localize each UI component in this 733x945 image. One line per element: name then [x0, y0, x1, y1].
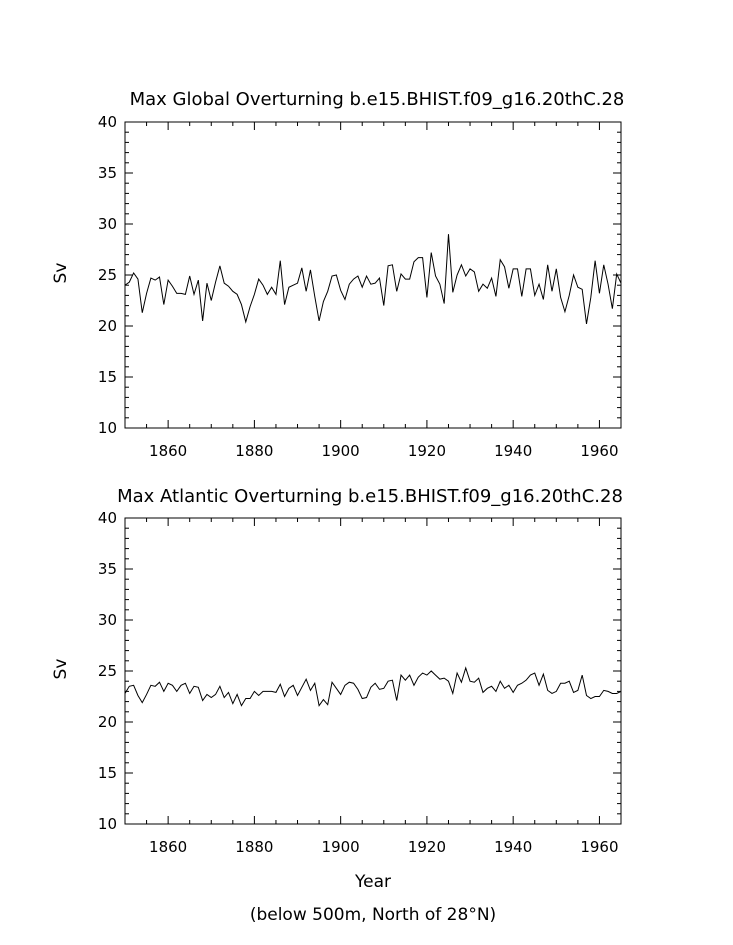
global-x-tick-label: 1860 — [149, 442, 187, 460]
atlantic-y-tick-label: 35 — [98, 560, 117, 578]
atlantic-y-tick-label: 20 — [98, 713, 117, 731]
atlantic-x-axis-label: Year — [354, 872, 391, 892]
global-x-tick-label: 1940 — [494, 442, 532, 460]
atlantic-y-tick-label: 30 — [98, 611, 117, 629]
atlantic-x-tick-label: 1860 — [149, 838, 187, 856]
atlantic-x-tick-label: 1940 — [494, 838, 532, 856]
atlantic-y-axis-label: Sv — [51, 659, 71, 680]
global-axes: 1860 1880 1900 1920 1940 1960 10 15 20 25 30 35 40 — [98, 113, 622, 460]
atlantic-x-tick-label: 1880 — [235, 838, 273, 856]
global-x-tick-label: 1900 — [322, 442, 360, 460]
global-x-tick-label: 1880 — [235, 442, 273, 460]
global-y-tick-label: 10 — [98, 419, 117, 437]
global-x-tick-label: 1920 — [408, 442, 446, 460]
atlantic-y-tick-label: 10 — [98, 815, 117, 833]
atlantic-footnote: (below 500m, North of 28°N) — [250, 905, 496, 925]
global-y-axis-label: Sv — [51, 263, 71, 284]
atlantic-x-tick-label: 1900 — [322, 838, 360, 856]
atlantic-plot-frame — [124, 517, 622, 825]
global-x-tick-label: 1960 — [580, 442, 618, 460]
global-y-tick-label: 25 — [98, 266, 117, 284]
atlantic-axes: 1860 1880 1900 1920 1940 1960 10 15 20 25 30 35 40 — [98, 509, 622, 856]
global-y-tick-label: 20 — [98, 317, 117, 335]
atlantic-chart-title: Max Atlantic Overturning b.e15.BHIST.f09… — [117, 486, 623, 507]
global-y-tick-label: 40 — [98, 113, 117, 131]
atlantic-y-tick-label: 15 — [98, 764, 117, 782]
global-chart-title: Max Global Overturning b.e15.BHIST.f09_g… — [130, 89, 625, 110]
global-overturning-panel: Max Global Overturning b.e15.BHIST.f09_g… — [51, 89, 624, 460]
global-y-tick-label: 35 — [98, 164, 117, 182]
atlantic-series-line — [124, 666, 622, 707]
atlantic-y-tick-label: 25 — [98, 662, 117, 680]
atlantic-y-tick-label: 40 — [98, 509, 117, 527]
global-y-tick-label: 30 — [98, 215, 117, 233]
global-y-tick-label: 15 — [98, 368, 117, 386]
atlantic-x-tick-label: 1920 — [408, 838, 446, 856]
atlantic-x-tick-label: 1960 — [580, 838, 618, 856]
atlantic-overturning-panel: Max Atlantic Overturning b.e15.BHIST.f09… — [51, 486, 623, 925]
global-series-line — [124, 234, 622, 325]
